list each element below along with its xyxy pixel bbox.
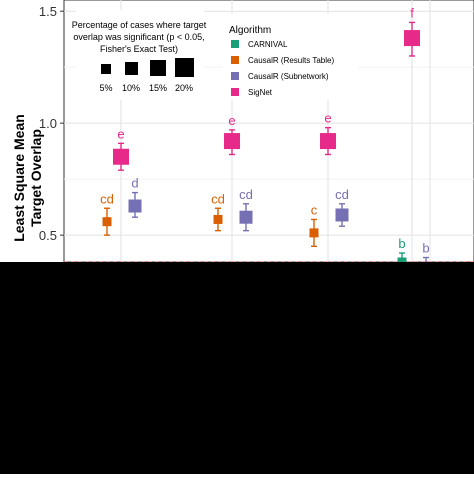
black-occluded-region — [0, 262, 474, 474]
size-legend-key-15 — [150, 60, 166, 76]
data-point — [224, 133, 240, 150]
significance-label: e — [228, 113, 235, 128]
data-point — [404, 30, 420, 47]
size-legend: Percentage of cases where target overlap… — [72, 10, 207, 100]
size-legend-background — [76, 10, 204, 100]
size-legend-key-5 — [101, 64, 111, 74]
color-legend: Algorithm CARNIVAL CausalR (Results Tabl… — [222, 14, 358, 100]
y-tick-label: 0.5 — [39, 228, 57, 243]
y-axis-label-line-2: Target Overlap — [28, 129, 44, 227]
y-tick-label: 1.0 — [39, 116, 57, 131]
data-point — [320, 133, 336, 150]
size-legend-title-line-3: Fisher's Exact Test) — [100, 44, 178, 54]
y-tick-label: 1.5 — [39, 4, 57, 19]
color-legend-swatch-causalr-subnetwork — [231, 72, 239, 80]
significance-label: b — [422, 241, 429, 256]
color-legend-label-carnival: CARNIVAL — [248, 40, 288, 49]
color-legend-swatch-causalr-results — [231, 56, 239, 64]
color-legend-background — [222, 14, 358, 100]
size-legend-label-5: 5% — [99, 83, 112, 93]
significance-label: d — [131, 176, 138, 191]
significance-label: cd — [100, 191, 114, 206]
color-legend-swatch-carnival — [231, 40, 239, 48]
data-point — [113, 148, 129, 165]
significance-label: b — [398, 236, 405, 251]
series-causalr-results-table: cd cd c — [100, 191, 319, 248]
significance-label: c — [311, 202, 318, 217]
color-legend-label-signet: SigNet — [248, 88, 273, 97]
size-legend-label-10: 10% — [122, 83, 140, 93]
size-legend-title-line-1: Percentage of cases where target — [72, 20, 207, 30]
data-point — [213, 214, 223, 224]
color-legend-swatch-signet — [231, 88, 239, 96]
data-point — [239, 210, 253, 224]
y-axis-label-line-1: Least Square Mean — [11, 114, 27, 242]
significance-label: f — [410, 5, 414, 20]
data-point — [335, 208, 349, 222]
color-legend-title: Algorithm — [229, 25, 271, 36]
series-signet: e e e f — [113, 5, 420, 171]
size-legend-key-10 — [125, 62, 138, 75]
y-axis: 0.5 1.0 1.5 — [39, 4, 64, 243]
color-legend-label-causalr-results: CausalR (Results Table) — [248, 56, 334, 65]
significance-label: cd — [335, 187, 349, 202]
significance-label: e — [324, 111, 331, 126]
significance-label: cd — [211, 191, 225, 206]
significance-label: cd — [239, 187, 253, 202]
size-legend-label-20: 20% — [175, 83, 193, 93]
data-point — [128, 199, 142, 213]
color-legend-label-causalr-subnetwork: CausalR (Subnetwork) — [248, 72, 329, 81]
significance-label: e — [117, 126, 124, 141]
size-legend-key-20 — [175, 58, 194, 77]
data-point — [309, 228, 319, 238]
data-point — [102, 217, 112, 227]
size-legend-label-15: 15% — [149, 83, 167, 93]
size-legend-title-line-2: overlap was significant (p < 0.05, — [73, 32, 204, 42]
